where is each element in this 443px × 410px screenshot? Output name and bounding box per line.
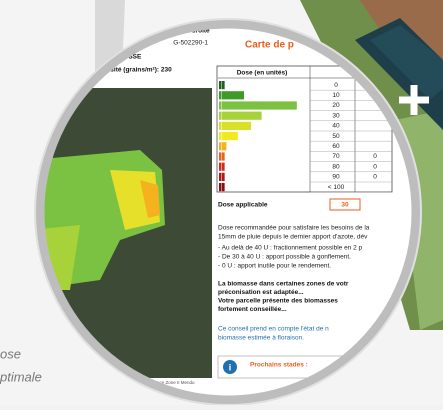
dose-label: 60 bbox=[332, 143, 340, 150]
lens-content: gace droite G-502290-1 BANS REPOUSSE 013… bbox=[40, 24, 416, 400]
dose-label: 0 bbox=[334, 82, 338, 89]
table-header: Dose (en unités) bbox=[237, 70, 288, 77]
dose-count: 0 bbox=[373, 153, 377, 160]
dose-bar bbox=[222, 152, 225, 161]
applied-label: Dose applicable bbox=[218, 202, 268, 209]
color-key bbox=[219, 121, 222, 130]
color-key bbox=[219, 132, 222, 141]
advice-line: - Au delà de 40 U : fractionnement possi… bbox=[218, 245, 363, 252]
advice-line: Dose recommandée pour satisfaire les bes… bbox=[218, 225, 370, 232]
color-key bbox=[219, 152, 222, 161]
badge bbox=[370, 25, 443, 100]
advice-note: biomasse estimée à floraison. bbox=[218, 335, 304, 342]
advice-line: - 0 U : apport inutile pour le rendement… bbox=[218, 263, 331, 270]
dose-bar bbox=[222, 142, 227, 151]
advice-line: 15mm de pluie depuis le dernier apport d… bbox=[218, 234, 368, 241]
advice-note: Ce conseil prend en compte l'état de n bbox=[218, 326, 329, 333]
map-zone bbox=[140, 180, 160, 218]
color-key bbox=[219, 183, 222, 192]
lens-rim bbox=[35, 19, 421, 405]
dose-label: 80 bbox=[332, 163, 340, 170]
dose-label: 50 bbox=[332, 133, 340, 140]
dose-bar bbox=[222, 81, 225, 90]
next-stages: Prochains stades : bbox=[250, 362, 308, 369]
advice-bold: préconisation est adaptée... bbox=[218, 289, 304, 296]
dose-label: < 100 bbox=[328, 184, 345, 191]
dose-label: 20 bbox=[332, 102, 340, 109]
dose-label: 30 bbox=[332, 112, 340, 119]
applied-box bbox=[329, 198, 361, 211]
color-key bbox=[219, 162, 222, 171]
dose-bar bbox=[222, 111, 262, 120]
dose-count: 0 bbox=[373, 174, 377, 181]
color-key bbox=[219, 101, 222, 110]
dose-bar bbox=[222, 172, 225, 181]
dose-label: 10 bbox=[332, 92, 340, 99]
plus-icon[interactable] bbox=[399, 85, 429, 115]
caption: ose bbox=[0, 346, 21, 361]
density: Densité (grains/m²): 230 bbox=[98, 67, 172, 74]
color-key bbox=[219, 81, 222, 90]
dose-bar bbox=[222, 121, 252, 130]
dose-label: 90 bbox=[332, 174, 340, 181]
advice-bold: La biomasse dans certaines zones de votr bbox=[218, 281, 349, 288]
header-code: G-502290-1 bbox=[173, 40, 208, 47]
dose-bar bbox=[222, 162, 225, 171]
advice-bold: Votre parcelle présente des biomasses bbox=[218, 298, 338, 305]
advice-line: - De 30 à 40 U : apport possible à gonfl… bbox=[218, 254, 351, 261]
info-icon-text: i bbox=[229, 362, 232, 372]
dose-bar bbox=[222, 91, 244, 100]
color-key bbox=[219, 91, 222, 100]
dose-label: 40 bbox=[332, 123, 340, 130]
color-key bbox=[219, 142, 222, 151]
color-key bbox=[219, 111, 222, 120]
dose-count: 0 bbox=[373, 163, 377, 170]
dose-label: 70 bbox=[332, 153, 340, 160]
dose-bar bbox=[222, 183, 225, 192]
map-title: Carte de p bbox=[245, 40, 294, 51]
dose-bar bbox=[222, 101, 297, 110]
caption: ptimale bbox=[0, 369, 42, 384]
dose-bar bbox=[222, 132, 238, 141]
info-icon bbox=[223, 360, 237, 374]
advice-bold: fortement conseillée... bbox=[218, 306, 287, 313]
applied-value: 30 bbox=[341, 202, 349, 209]
color-key bbox=[219, 172, 222, 181]
